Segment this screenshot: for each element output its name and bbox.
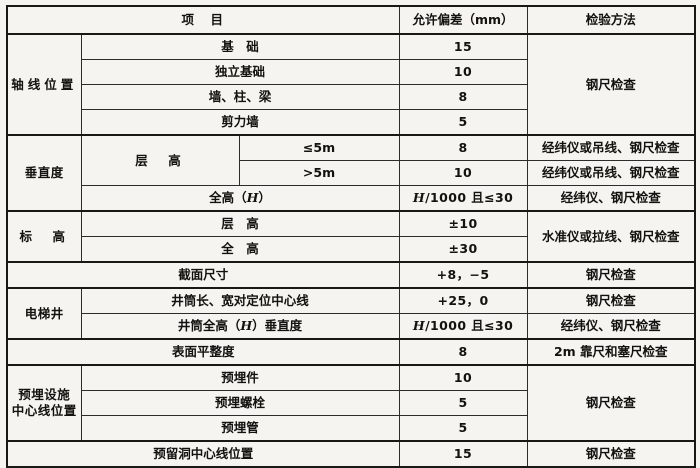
group-label-axis-position: 轴线位置 <box>6 33 82 136</box>
inspection-method: 经纬仪或吊线、钢尺检查 <box>526 160 696 186</box>
inspection-method: 2m 靠尺和塞尺检查 <box>526 338 696 366</box>
item-label: 截面尺寸 <box>6 261 400 289</box>
table-row: 轴线位置 基 础 15 钢尺检查 <box>6 33 696 136</box>
column-header-tolerance: 允许偏差（mm） <box>398 5 528 35</box>
group-label-line-1: 预埋设施 <box>18 387 71 403</box>
table-row: >5m 10 经纬仪或吊线、钢尺检查 <box>7 160 696 186</box>
column-header-item: 项 目 <box>6 5 400 35</box>
tolerance-value: H/1000 且≤30 <box>398 185 528 212</box>
tolerance-value: H/1000 且≤30 <box>398 313 528 340</box>
item-label: 预埋件 <box>80 364 400 391</box>
sub-item-label: >5m <box>238 160 400 186</box>
construction-tolerance-table: 项 目 允许偏差（mm） 检验方法 轴线位置 基 础 15 钢尺检查 独立基础 … <box>6 5 697 468</box>
group-label-embedded-facilities: 预埋设施 中心线位置 <box>6 364 82 442</box>
table-row: 墙、柱、梁 8 <box>7 84 695 110</box>
table-row: 全 高 ±30 <box>7 236 695 263</box>
tolerance-value: 5 <box>398 390 528 416</box>
tolerance-value: 10 <box>398 59 528 85</box>
item-label: 预埋螺栓 <box>80 390 400 416</box>
item-label: 预留洞中心线位置 <box>6 440 400 468</box>
table-row: 截面尺寸 +8，−5 钢尺检查 <box>6 261 696 289</box>
item-label: 表面平整度 <box>6 338 400 366</box>
item-label: 井筒长、宽对定位中心线 <box>80 287 400 314</box>
tolerance-value: 15 <box>398 440 528 468</box>
tolerance-value: ±30 <box>398 236 528 263</box>
document-page: 项 目 允许偏差（mm） 检验方法 轴线位置 基 础 15 钢尺检查 独立基础 … <box>6 5 697 468</box>
item-label: 层 高 <box>80 134 240 186</box>
tolerance-value: 8 <box>398 84 528 110</box>
table-row: 电梯井 井筒长、宽对定位中心线 +25，0 钢尺检查 <box>6 287 696 340</box>
tolerance-value: 10 <box>398 160 528 186</box>
item-label: 剪力墙 <box>80 109 400 136</box>
item-label: 全 高 <box>80 236 400 263</box>
group-label-line-2: 中心线位置 <box>11 403 77 418</box>
item-label: 全高（H） <box>80 185 400 212</box>
group-label-verticality: 垂直度 <box>6 134 82 212</box>
tolerance-value: 5 <box>398 415 528 442</box>
inspection-method: 经纬仪或吊线、钢尺检查 <box>526 134 696 161</box>
table-row: 预埋螺栓 5 <box>7 390 695 416</box>
tolerance-value: 5 <box>398 109 528 136</box>
table-row: 预留洞中心线位置 15 钢尺检查 <box>6 440 696 468</box>
table-row: 独立基础 10 <box>7 59 695 85</box>
item-label: 层 高 <box>80 210 400 237</box>
tolerance-value: 15 <box>398 33 528 60</box>
table-row: 剪力墙 5 <box>7 109 695 136</box>
group-label-elevator-shaft: 电梯井 <box>6 287 82 340</box>
table-row: 预埋设施 中心线位置 预埋件 10 钢尺检查 <box>6 364 696 442</box>
item-label: 墙、柱、梁 <box>80 84 400 110</box>
inspection-method: 钢尺检查 <box>526 364 696 442</box>
tolerance-value: ±10 <box>398 210 528 237</box>
group-label-elevation: 标 高 <box>6 210 82 263</box>
tolerance-value: 10 <box>398 364 528 391</box>
table-row: 全高（H） H/1000 且≤30 经纬仪、钢尺检查 <box>7 185 696 212</box>
inspection-method: 钢尺检查 <box>526 261 696 289</box>
column-header-method: 检验方法 <box>526 5 696 35</box>
tolerance-value: 8 <box>398 338 528 366</box>
item-label: 基 础 <box>80 33 400 60</box>
tolerance-value: +8，−5 <box>398 261 528 289</box>
tolerance-value: +25，0 <box>398 287 528 314</box>
inspection-method: 经纬仪、钢尺检查 <box>526 313 696 340</box>
tolerance-value: 8 <box>398 134 528 161</box>
inspection-method: 经纬仪、钢尺检查 <box>526 185 696 212</box>
table-row: 表面平整度 8 2m 靠尺和塞尺检查 <box>6 338 696 366</box>
inspection-method: 钢尺检查 <box>526 440 696 468</box>
inspection-method: 钢尺检查 <box>526 33 696 136</box>
table-header-row: 项 目 允许偏差（mm） 检验方法 <box>6 5 696 35</box>
inspection-method: 钢尺检查 <box>526 287 696 314</box>
table-row: 井筒全高（H）垂直度 H/1000 且≤30 经纬仪、钢尺检查 <box>7 313 696 340</box>
sub-item-label: ≤5m <box>238 134 400 161</box>
item-label: 井筒全高（H）垂直度 <box>80 313 400 340</box>
item-label: 独立基础 <box>80 59 400 85</box>
inspection-method: 水准仪或拉线、钢尺检查 <box>526 210 696 263</box>
table-row: 标 高 层 高 ±10 水准仪或拉线、钢尺检查 <box>6 210 696 263</box>
table-row: 垂直度 层 高 ≤5m 8 经纬仪或吊线、钢尺检查 <box>6 134 696 212</box>
item-label: 预埋管 <box>80 415 400 442</box>
